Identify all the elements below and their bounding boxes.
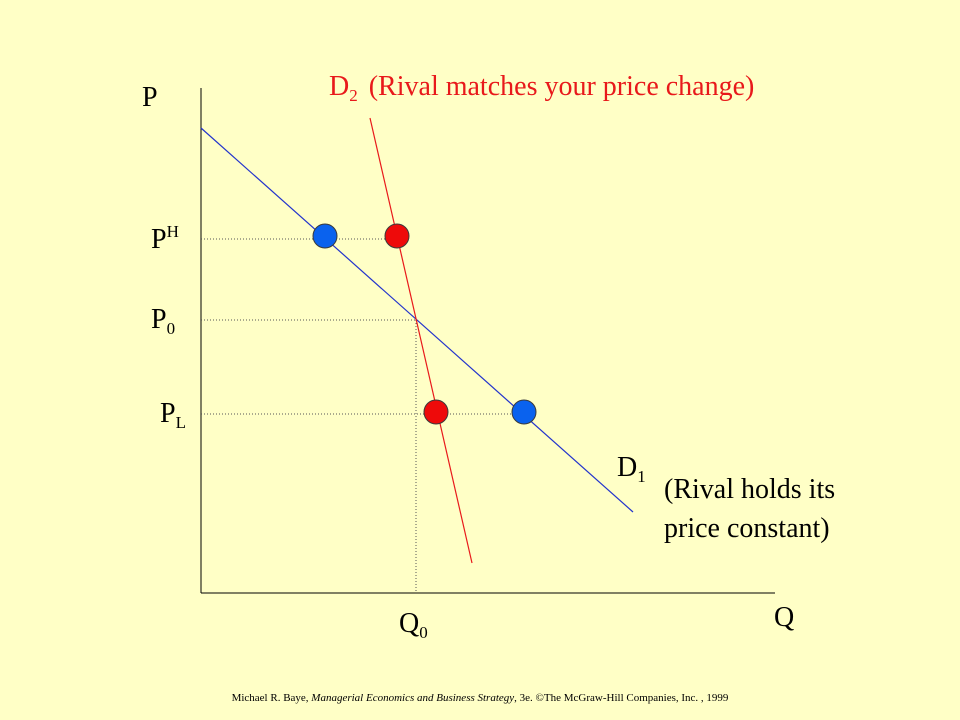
ph-label: PH	[151, 222, 179, 255]
p0-label: P0	[151, 304, 176, 338]
d1-note-line2: price constant)	[664, 513, 830, 544]
d2-note: (Rival matches your price change)	[368, 71, 755, 102]
d2-curve	[369, 117, 473, 564]
pl-label: PL	[160, 398, 186, 432]
d2-point-low	[423, 399, 449, 425]
d1-note-line1: (Rival holds its	[664, 474, 836, 505]
q0-label: Q0	[399, 608, 428, 642]
d1-curve	[200, 127, 634, 513]
d1-point-high	[312, 223, 338, 249]
d1-point-low	[511, 399, 537, 425]
y-axis-label: P	[142, 82, 158, 113]
footer-citation: Michael R. Baye, Managerial Economics an…	[231, 692, 729, 704]
d1-label: D1	[617, 452, 646, 486]
x-axis-label: Q	[774, 602, 795, 633]
d2-label: D2 (Rival matches your price change)	[329, 71, 755, 105]
d2-point-high	[384, 223, 410, 249]
book-title: Managerial Economics and Business Strate…	[311, 692, 515, 704]
